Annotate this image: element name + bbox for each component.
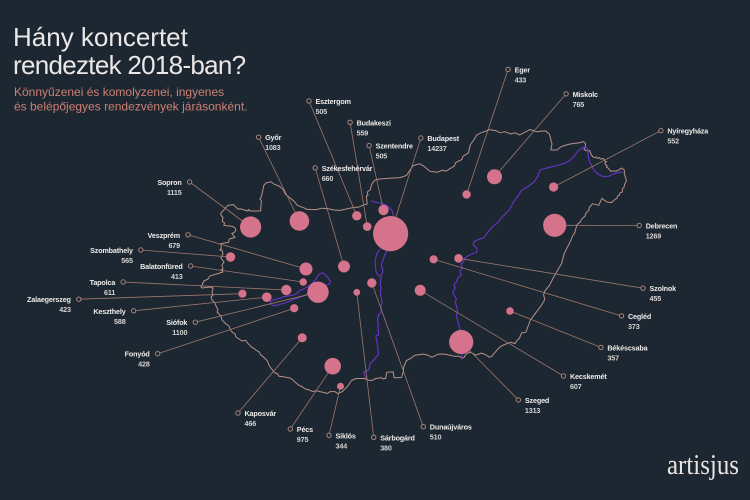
svg-text:Cegléd: Cegléd xyxy=(628,312,651,321)
svg-text:357: 357 xyxy=(607,353,619,362)
svg-text:1083: 1083 xyxy=(265,143,281,152)
svg-text:373: 373 xyxy=(628,322,640,331)
svg-text:Szombathely: Szombathely xyxy=(90,246,133,255)
svg-text:Siklós: Siklós xyxy=(336,431,356,440)
svg-text:és belépőjegyes rendezvények j: és belépőjegyes rendezvények járásonként… xyxy=(14,100,247,114)
svg-text:505: 505 xyxy=(376,152,388,161)
svg-text:Veszprém: Veszprém xyxy=(148,231,180,240)
svg-text:Könnyűzenei és komolyzenei, in: Könnyűzenei és komolyzenei, ingyenes xyxy=(14,85,224,99)
svg-text:344: 344 xyxy=(336,441,348,450)
svg-text:Sopron: Sopron xyxy=(157,178,181,187)
svg-text:1269: 1269 xyxy=(646,232,662,241)
svg-text:1115: 1115 xyxy=(167,188,182,197)
svg-text:611: 611 xyxy=(104,288,115,297)
svg-text:380: 380 xyxy=(380,443,392,452)
svg-text:Kaposvár: Kaposvár xyxy=(245,409,277,418)
svg-text:466: 466 xyxy=(245,419,257,428)
svg-text:Nyíregyháza: Nyíregyháza xyxy=(667,127,709,136)
svg-text:Pécs: Pécs xyxy=(297,425,313,434)
svg-text:Siófok: Siófok xyxy=(166,318,187,327)
svg-text:Szeged: Szeged xyxy=(525,396,549,405)
svg-text:423: 423 xyxy=(59,305,71,314)
svg-text:Kecskemét: Kecskemét xyxy=(570,372,607,381)
svg-text:Tapolca: Tapolca xyxy=(90,278,117,287)
svg-text:765: 765 xyxy=(573,100,585,109)
svg-text:Fonyód: Fonyód xyxy=(125,350,150,359)
svg-text:Keszthely: Keszthely xyxy=(93,307,125,316)
svg-text:Debrecen: Debrecen xyxy=(646,222,678,231)
svg-text:559: 559 xyxy=(357,128,369,137)
svg-text:Zalaegerszeg: Zalaegerszeg xyxy=(27,295,71,304)
svg-text:Békéscsaba: Békéscsaba xyxy=(607,343,648,352)
svg-text:Hány koncertet: Hány koncertet xyxy=(13,22,189,52)
svg-text:1313: 1313 xyxy=(525,406,541,415)
svg-text:Szentendre: Szentendre xyxy=(376,142,413,151)
svg-text:660: 660 xyxy=(322,174,334,183)
svg-text:510: 510 xyxy=(430,433,442,442)
svg-text:588: 588 xyxy=(114,317,126,326)
svg-text:rendeztek 2018-ban?: rendeztek 2018-ban? xyxy=(13,50,246,80)
svg-text:14237: 14237 xyxy=(427,144,446,153)
svg-text:artisjus: artisjus xyxy=(667,450,739,481)
svg-text:1100: 1100 xyxy=(172,328,187,337)
svg-text:565: 565 xyxy=(121,256,133,265)
svg-text:Miskolc: Miskolc xyxy=(573,90,598,99)
svg-text:Esztergom: Esztergom xyxy=(316,97,351,106)
svg-text:Budapest: Budapest xyxy=(427,134,459,143)
svg-text:679: 679 xyxy=(168,241,180,250)
svg-text:Székesfehérvár: Székesfehérvár xyxy=(322,164,373,173)
svg-text:Dunaújváros: Dunaújváros xyxy=(430,423,472,432)
svg-text:413: 413 xyxy=(171,272,183,281)
svg-text:Budakeszi: Budakeszi xyxy=(357,118,391,127)
svg-text:607: 607 xyxy=(570,382,582,391)
svg-text:433: 433 xyxy=(515,75,527,84)
svg-text:455: 455 xyxy=(650,294,662,303)
svg-text:Győr: Győr xyxy=(265,133,282,142)
svg-text:975: 975 xyxy=(297,435,309,444)
svg-text:Eger: Eger xyxy=(515,65,531,74)
svg-text:Szolnok: Szolnok xyxy=(650,284,677,293)
svg-text:Balatonfüred: Balatonfüred xyxy=(140,262,183,271)
svg-text:552: 552 xyxy=(667,137,679,146)
svg-text:505: 505 xyxy=(316,107,328,116)
svg-text:428: 428 xyxy=(138,360,150,369)
svg-text:Sárbogárd: Sárbogárd xyxy=(380,433,415,442)
